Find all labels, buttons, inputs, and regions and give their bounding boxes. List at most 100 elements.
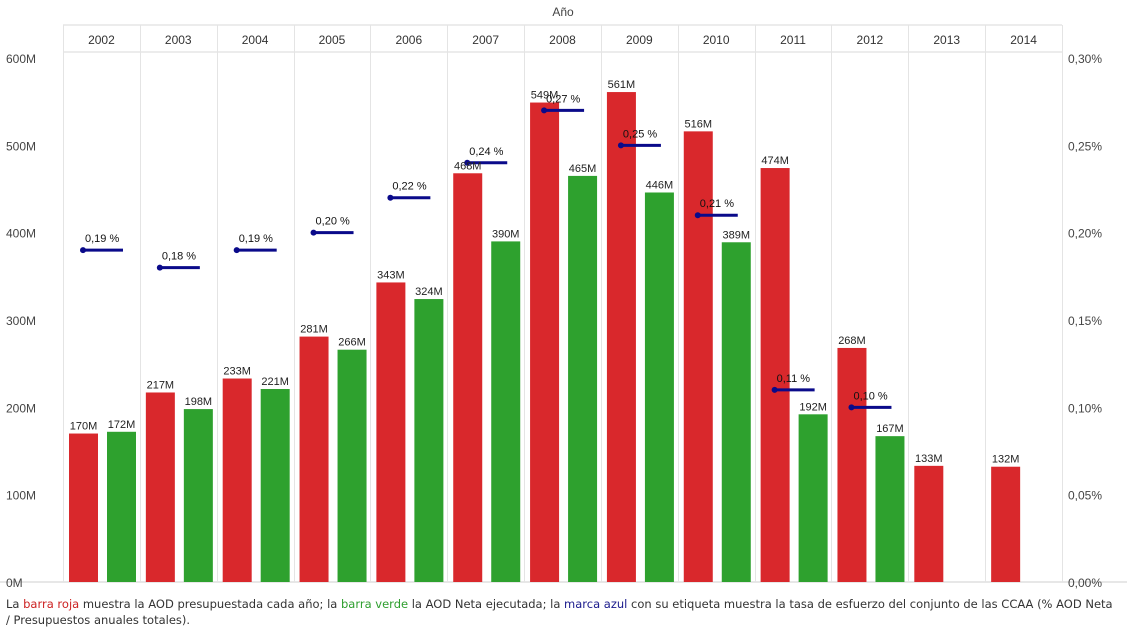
green-bar-value-label: 192M [799,401,827,413]
green-bar [337,349,367,582]
category-label: 2014 [1010,33,1037,47]
red-bar-value-label: 233M [223,366,251,378]
blue-marker-dot [310,229,317,236]
y-left-tick-label: 300M [6,314,36,328]
category-label: 2009 [626,33,653,47]
y-right-tick-label: 0,15% [1068,314,1102,328]
y-left-tick-label: 200M [6,401,36,415]
y-right-tick-label: 0,10% [1068,401,1102,415]
red-bar [914,465,944,582]
green-bar [798,414,828,582]
red-bar [453,173,483,582]
green-bar-value-label: 172M [108,419,136,431]
blue-marker-dot [156,264,163,271]
green-bar-value-label: 390M [492,228,520,240]
green-bar-value-label: 221M [261,376,289,388]
red-bar-value-label: 170M [70,421,98,433]
y-left-tick-label: 600M [6,52,36,66]
red-bar-value-label: 516M [685,118,713,130]
blue-marker-dot [80,247,86,254]
red-bar [837,347,867,582]
red-bar [376,282,406,582]
category-label: 2012 [857,33,884,47]
blue-marker-dot [387,194,394,201]
red-bar-value-label: 549M [531,90,559,102]
green-bar [721,242,751,583]
chart-title: Año [552,5,574,19]
y-right-tick-label: 0,20% [1068,227,1102,241]
blue-marker-label: 0,25 % [623,128,657,140]
blue-marker-dot [771,386,778,393]
red-bar-value-label: 217M [147,379,175,391]
red-bar-value-label: 343M [377,269,405,281]
caption-part-1: La [6,597,24,611]
blue-marker-dot [694,212,701,219]
category-label: 2005 [319,33,346,47]
y-right-tick-label: 0,00% [1068,576,1102,590]
blue-marker-label: 0,18 % [162,251,196,263]
green-bar-value-label: 465M [569,163,597,175]
red-bar-value-label: 561M [608,79,636,91]
red-bar [145,392,175,582]
caption-green-bar: barra verde [340,597,409,611]
red-bar-value-label: 468M [454,160,482,172]
blue-marker-dot [541,107,548,114]
category-label: 2007 [472,33,499,47]
category-label: 2006 [395,33,422,47]
blue-marker-label: 0,22 % [392,181,426,193]
red-bar [222,378,252,582]
category-label: 2002 [88,33,115,47]
blue-marker-label: 0,10 % [853,390,887,402]
blue-marker-dot [233,247,240,254]
red-bar [69,433,98,582]
green-bar [644,192,674,582]
green-bar-value-label: 266M [338,337,366,349]
bar-chart: Año 170M 172M 0,19 % 217M 198M 0,18 % 233M 221M… [0,5,1127,590]
red-bar-value-label: 281M [300,324,328,336]
blue-marker-label: 0,24 % [469,146,503,158]
category-label: 2013 [933,33,960,47]
green-bar [875,436,905,582]
y-right-tick-label: 0,05% [1068,489,1102,503]
red-bar-value-label: 474M [761,155,789,167]
blue-marker-dot [848,404,855,411]
caption-blue-mark: marca azul [564,597,628,611]
green-bar [414,299,444,582]
green-bar-value-label: 167M [876,423,904,435]
red-bar [606,92,636,582]
red-bar [991,466,1021,582]
y-left-tick-label: 500M [6,139,36,153]
y-left-tick-label: 400M [6,227,36,241]
category-label: 2008 [549,33,576,47]
caption-red-bar: barra roja [23,597,80,611]
blue-marker-label: 0,19 % [85,233,119,245]
caption-part-4: con su etiqueta muestra la tasa de esfue… [6,597,1113,627]
blue-marker-label: 0,11 % [777,373,811,385]
green-bar [107,431,136,582]
blue-marker-dot [464,159,471,166]
blue-marker-label: 0,19 % [239,233,273,245]
green-bar-value-label: 446M [646,179,674,191]
caption-part-2: muestra la AOD presupuestada cada año; l… [79,597,341,611]
red-bar-value-label: 268M [838,335,866,347]
green-bar [183,409,213,582]
green-bar [491,241,521,582]
y-left-tick-label: 100M [6,489,36,503]
red-bar-value-label: 133M [915,453,943,465]
blue-marker-label: 0,21 % [700,198,734,210]
caption-part-3: la AOD Neta ejecutada; la [408,597,565,611]
y-right-tick-label: 0,25% [1068,139,1102,153]
category-label: 2004 [242,33,269,47]
green-bar-value-label: 389M [723,229,751,241]
chart-caption: La barra roja muestra la AOD presupuesta… [6,596,1116,628]
red-bar [299,336,329,582]
red-bar [760,168,790,583]
blue-marker-label: 0,27 % [546,93,580,105]
green-bar [568,175,598,582]
blue-marker-dot [617,142,624,149]
category-label: 2010 [703,33,730,47]
green-bar-value-label: 198M [185,396,213,408]
category-label: 2003 [165,33,192,47]
blue-marker-label: 0,20 % [316,216,350,228]
red-bar [683,131,713,583]
